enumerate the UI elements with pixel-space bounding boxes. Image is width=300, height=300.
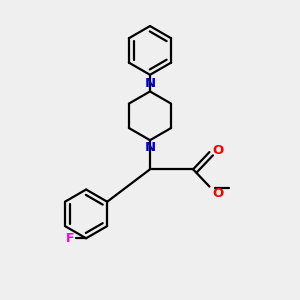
Text: O: O <box>212 188 224 200</box>
Text: N: N <box>144 141 156 154</box>
Text: O: O <box>212 144 224 157</box>
Text: F: F <box>66 232 75 245</box>
Text: N: N <box>144 77 156 90</box>
